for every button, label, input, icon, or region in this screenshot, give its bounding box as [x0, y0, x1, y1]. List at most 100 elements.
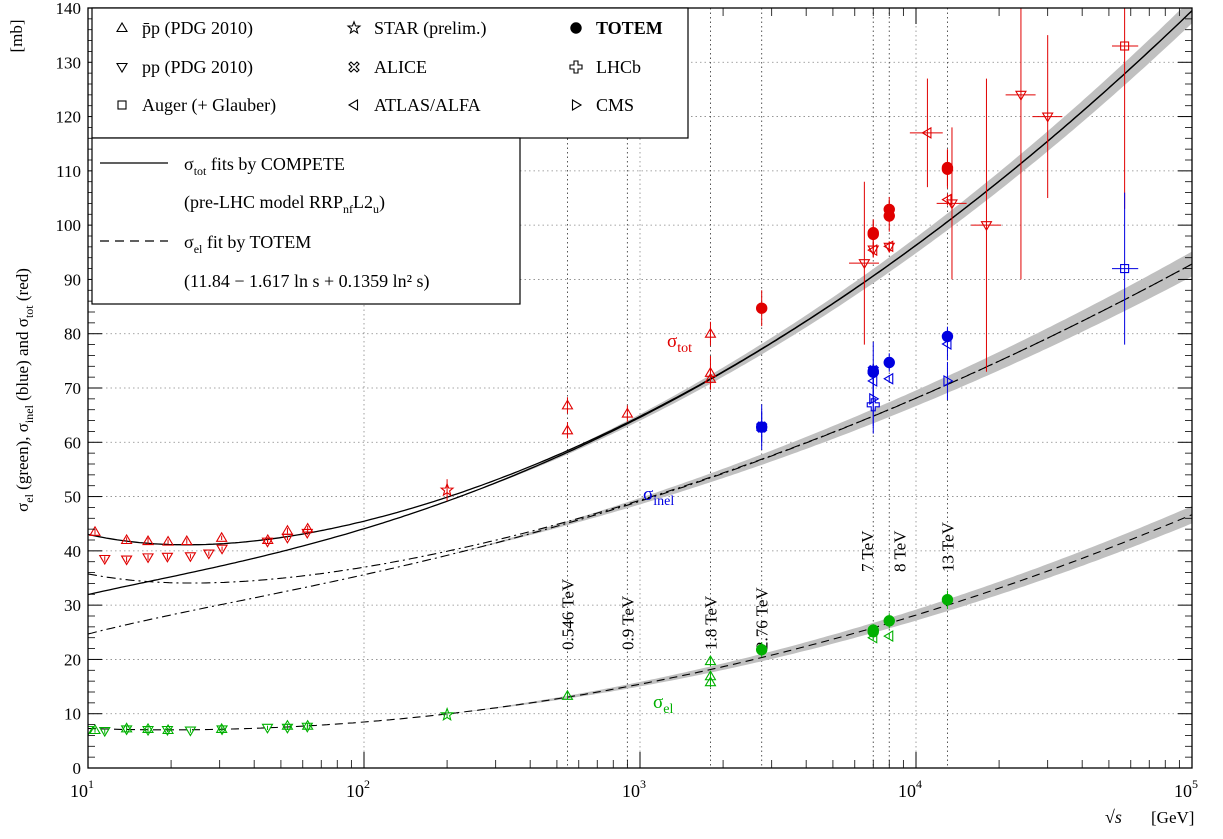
- legend-marker-filled-circle: [570, 22, 582, 34]
- data-point: [883, 203, 895, 216]
- data-point: [883, 615, 895, 627]
- axis-labels: σtot σinel σel √s [GeV] σel (green), σinel (b…: [7, 19, 1194, 827]
- legend-marker-star: [346, 20, 362, 35]
- x-tick-label: 101: [70, 777, 94, 801]
- sigma-tot-label: σtot: [667, 331, 692, 356]
- y-tick-label: 30: [64, 596, 81, 615]
- data-point: [867, 374, 878, 387]
- series--tot-totem: [755, 149, 954, 327]
- sigma-inel-label: σinel: [643, 484, 674, 509]
- data-point: [142, 722, 154, 733]
- data-point: [561, 399, 574, 410]
- data-point: [1014, 90, 1027, 101]
- data-point: [941, 193, 952, 206]
- legend-marker-cross-plus: [569, 60, 583, 74]
- energy-label: 13 TeV: [938, 521, 957, 572]
- data-point: [869, 392, 880, 405]
- legend-marker-triangle-up: [116, 21, 128, 33]
- data-point: [216, 544, 229, 555]
- legend-label: CMS: [596, 95, 634, 115]
- legend-el-formula: (11.84 − 1.617 ln s + 0.1359 ln² s): [184, 271, 430, 292]
- data-point: [755, 643, 768, 656]
- data-point: [883, 240, 894, 253]
- data-point: [184, 552, 197, 563]
- data-point: [866, 398, 880, 412]
- data-point: [215, 722, 228, 733]
- data-point: [89, 525, 101, 536]
- legend-label: TOTEM: [596, 18, 663, 38]
- y-tick-label: 20: [64, 650, 81, 669]
- legend-el-fit: σel fit by TOTEM: [184, 232, 311, 256]
- data-point: [120, 555, 133, 566]
- series--tot-atlas-alfa: [867, 78, 952, 258]
- data-point: [941, 338, 952, 350]
- legend-label: LHCb: [596, 57, 641, 77]
- data-point: [755, 302, 768, 314]
- data-point: [755, 421, 768, 433]
- legend-label: Auger (+ Glauber): [142, 95, 276, 116]
- series--tot-auger: [1111, 8, 1139, 209]
- data-point: [261, 723, 274, 734]
- y-tick-label: 60: [64, 433, 81, 452]
- data-point: [883, 356, 895, 369]
- legend-label: p̄p (PDG 2010): [142, 18, 253, 39]
- y-axis-unit: [mb]: [7, 19, 26, 52]
- series--el-pp: [88, 722, 314, 738]
- y-tick-label: 90: [64, 270, 81, 289]
- data-point: [142, 535, 154, 546]
- inel-band: [447, 251, 1192, 556]
- series--el-totem: [755, 590, 954, 658]
- x-tick-label: 103: [622, 777, 646, 801]
- data-point: [120, 725, 133, 736]
- data-point: [184, 726, 197, 737]
- data-point: [142, 725, 154, 737]
- y-axis-label: σel (green), σinel (blue) and σtot (red): [13, 268, 36, 512]
- series--el-p-p: [89, 654, 717, 735]
- data-point: [142, 553, 154, 564]
- data-point: [867, 631, 878, 644]
- y-tick-label: 10: [64, 705, 81, 724]
- series--inel-auger: [1111, 192, 1139, 345]
- legend-label: STAR (prelim.): [374, 18, 487, 39]
- data-point: [261, 537, 274, 548]
- data-point: [301, 528, 314, 540]
- data-point: [867, 227, 879, 239]
- data-point: [561, 689, 574, 700]
- el-fit: [88, 514, 1192, 731]
- series--inel-atlas-alfa: [867, 328, 952, 387]
- data-point: [943, 374, 954, 387]
- x-tick-label: 105: [1174, 777, 1198, 801]
- data-point: [202, 549, 215, 560]
- legend: p̄p (PDG 2010) pp (PDG 2010) Auger (+ Glau…: [91, 7, 689, 305]
- data-point: [180, 535, 193, 546]
- legend-label: pp (PDG 2010): [142, 57, 253, 78]
- data-point: [301, 719, 314, 730]
- series--el-star: [439, 706, 455, 722]
- data-point: [704, 676, 717, 687]
- legend-marker-triangle-left: [347, 99, 359, 111]
- series--inel-lhcb: [866, 376, 880, 434]
- sigma-el-label: σel: [653, 692, 673, 717]
- legend-tot-model: (pre-LHC model RRPnfL2u): [184, 192, 385, 216]
- y-tick-label: 110: [56, 162, 81, 181]
- data-point: [1120, 264, 1130, 274]
- legend-marker-square: [117, 100, 127, 110]
- data-point: [704, 654, 717, 666]
- data-point: [704, 327, 717, 338]
- legend-label: ATLAS/ALFA: [374, 95, 481, 115]
- y-tick-label: 140: [56, 0, 82, 18]
- data-point: [89, 723, 101, 735]
- data-point: [704, 372, 717, 383]
- data-point: [281, 723, 294, 734]
- data-point: [161, 552, 174, 563]
- data-point: [439, 706, 455, 722]
- data-point: [867, 364, 880, 377]
- y-tick-label: 0: [73, 759, 82, 778]
- data-point: [162, 535, 175, 546]
- data-point: [1120, 41, 1130, 51]
- series--tot-p-p: [89, 321, 717, 546]
- data-point: [215, 531, 228, 542]
- y-tick-label: 80: [64, 325, 81, 344]
- data-point: [281, 533, 294, 544]
